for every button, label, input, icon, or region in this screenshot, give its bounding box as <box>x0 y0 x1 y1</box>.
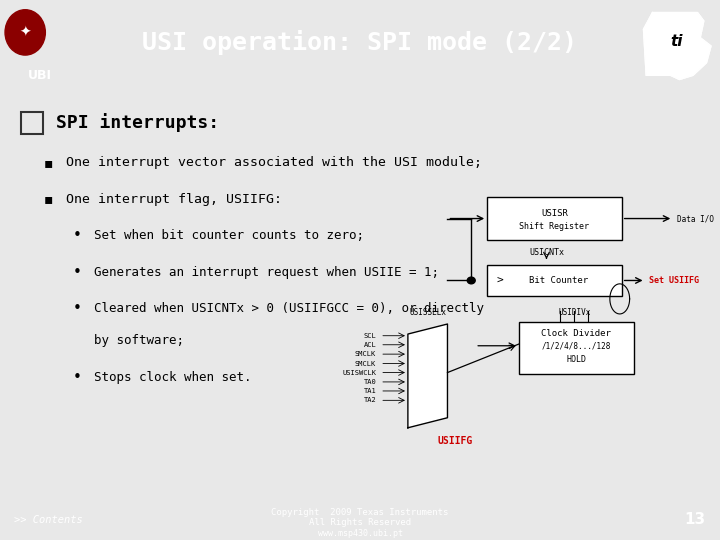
Text: All Rights Reserved: All Rights Reserved <box>309 518 411 528</box>
Text: Data I/O: Data I/O <box>677 214 714 223</box>
Text: HOLD: HOLD <box>566 355 586 363</box>
Text: UBI: UBI <box>27 69 52 82</box>
Text: Shift Register: Shift Register <box>519 222 590 232</box>
Text: by software;: by software; <box>94 334 184 347</box>
Text: Clock Divider: Clock Divider <box>541 329 611 338</box>
Circle shape <box>467 277 475 284</box>
Text: USIDIVx: USIDIVx <box>558 308 590 317</box>
Text: Set when bit counter counts to zero;: Set when bit counter counts to zero; <box>94 229 364 242</box>
Text: ✦: ✦ <box>19 25 31 39</box>
Text: ti: ti <box>670 35 683 49</box>
Text: •: • <box>73 301 82 316</box>
Text: USIIFG: USIIFG <box>438 436 473 446</box>
Text: USISWCLK: USISWCLK <box>342 369 376 375</box>
Text: TA1: TA1 <box>364 388 376 394</box>
Polygon shape <box>644 12 711 79</box>
Text: SPI interrupts:: SPI interrupts: <box>56 113 219 132</box>
Text: Cleared when USICNTx > 0 (USIIFGCC = 0), or directly: Cleared when USICNTx > 0 (USIIFGCC = 0),… <box>94 302 484 315</box>
FancyBboxPatch shape <box>487 266 621 295</box>
Text: 13: 13 <box>685 512 706 527</box>
Text: Set USIIFG: Set USIIFG <box>649 276 699 285</box>
Text: www.msp430.ubi.pt: www.msp430.ubi.pt <box>318 529 402 538</box>
Text: Stops clock when set.: Stops clock when set. <box>94 371 251 384</box>
Text: >> Contents: >> Contents <box>14 515 83 525</box>
Text: •: • <box>73 228 82 243</box>
Text: USISSELx: USISSELx <box>409 308 446 317</box>
Text: SMCLK: SMCLK <box>355 361 376 367</box>
Text: >: > <box>497 275 504 286</box>
Text: TA2: TA2 <box>364 397 376 403</box>
Text: USISR: USISR <box>541 209 568 218</box>
Text: USICNTx: USICNTx <box>529 247 564 256</box>
Text: TA0: TA0 <box>364 379 376 385</box>
Text: ▪: ▪ <box>43 192 53 206</box>
Text: One interrupt flag, USIIFG:: One interrupt flag, USIIFG: <box>66 193 282 206</box>
FancyBboxPatch shape <box>22 112 43 134</box>
Text: USI operation: SPI mode (2/2): USI operation: SPI mode (2/2) <box>143 30 577 55</box>
Text: /1/2/4/8.../128: /1/2/4/8.../128 <box>541 341 611 350</box>
Text: •: • <box>73 265 82 280</box>
Text: ACL: ACL <box>364 342 376 348</box>
Text: Generates an interrupt request when USIIE = 1;: Generates an interrupt request when USII… <box>94 266 439 279</box>
Text: SCL: SCL <box>364 333 376 339</box>
Polygon shape <box>408 324 448 428</box>
Text: •: • <box>73 370 82 385</box>
Circle shape <box>5 10 45 55</box>
Text: Copyright  2009 Texas Instruments: Copyright 2009 Texas Instruments <box>271 508 449 517</box>
Text: One interrupt vector associated with the USI module;: One interrupt vector associated with the… <box>66 156 482 169</box>
FancyBboxPatch shape <box>487 197 621 240</box>
Text: ▪: ▪ <box>43 156 53 170</box>
FancyBboxPatch shape <box>518 322 634 374</box>
Text: SMCLK: SMCLK <box>355 351 376 357</box>
Text: Bit Counter: Bit Counter <box>528 276 588 285</box>
